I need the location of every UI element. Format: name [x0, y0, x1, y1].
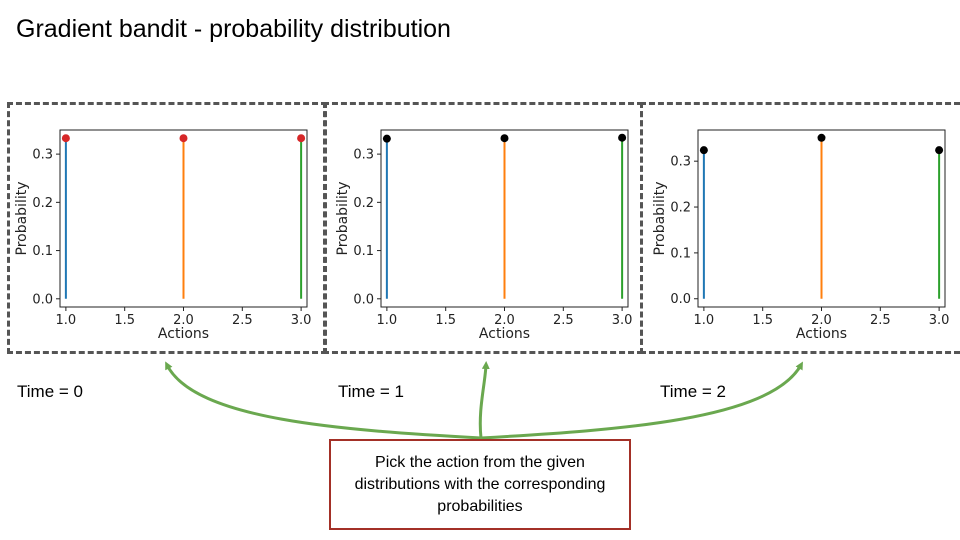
x-tick-label: 2.0 [494, 313, 515, 328]
arrow-to-time-0 [165, 361, 482, 440]
x-axis-label: Actions [479, 326, 530, 342]
stem-chart-time-2: 1.0 1.5 2.0 2.5 3.0 0.0 0.1 0.2 0.3 Actions Probab… [652, 129, 950, 342]
time-label-2: Time = 2 [660, 382, 726, 401]
callout-box: Pick the action from the given distribut… [329, 439, 631, 530]
x-tick-label: 2.5 [232, 313, 253, 328]
y-tick-label: 0.2 [32, 196, 53, 211]
panel-frame-time-2 [640, 102, 960, 354]
stem-marker-action-1 [61, 134, 70, 143]
stem-marker-action-1 [699, 146, 708, 155]
y-tick-label: 0.0 [353, 292, 374, 307]
stem-marker-action-2 [179, 134, 188, 143]
y-tick-label: 0.0 [670, 292, 691, 307]
arrow-to-time-2 [480, 361, 803, 440]
time-label-1: Time = 1 [338, 382, 404, 401]
x-tick-label: 1.0 [56, 313, 77, 328]
y-tick-label: 0.0 [32, 292, 53, 307]
y-axis-label: Probability [335, 181, 351, 255]
x-tick-label: 1.0 [377, 313, 398, 328]
y-tick-label: 0.3 [32, 148, 53, 163]
y-tick-label: 0.1 [353, 244, 374, 259]
slide-title: Gradient bandit - probability distributi… [16, 15, 451, 43]
x-tick-label: 2.0 [173, 313, 194, 328]
x-tick-label: 3.0 [929, 313, 950, 328]
stem-marker-action-3 [297, 134, 306, 143]
y-tick-label: 0.1 [32, 244, 53, 259]
x-axis-label: Actions [158, 326, 209, 342]
stem-marker-action-1 [382, 134, 391, 143]
y-tick-label: 0.3 [353, 148, 374, 163]
y-tick-label: 0.2 [353, 196, 374, 211]
arrow-to-time-1 [478, 361, 490, 439]
stem-marker-action-3 [618, 133, 627, 142]
y-axis-label: Probability [652, 181, 668, 255]
y-tick-label: 0.1 [670, 246, 691, 261]
x-tick-label: 3.0 [612, 313, 633, 328]
x-axis-label: Actions [796, 326, 847, 342]
stem-chart-time-1: 1.0 1.5 2.0 2.5 3.0 0.0 0.1 0.2 0.3 Actions Probab… [335, 129, 633, 342]
stem-marker-action-3 [935, 146, 944, 155]
y-axis-label: Probability [14, 181, 30, 255]
time-label-0: Time = 0 [17, 382, 83, 401]
stem-chart-time-0: 1.0 1.5 2.0 2.5 3.0 0.0 0.1 0.2 0.3 Actions Probab… [14, 129, 312, 342]
x-tick-label: 2.5 [553, 313, 574, 328]
callout-text: Pick the action from the given distribut… [354, 453, 606, 515]
y-tick-label: 0.2 [670, 201, 691, 216]
x-tick-label: 1.5 [752, 313, 773, 328]
stem-marker-action-2 [817, 133, 826, 142]
x-tick-label: 1.5 [435, 313, 456, 328]
x-tick-label: 2.5 [870, 313, 891, 328]
x-tick-label: 1.5 [114, 313, 135, 328]
y-tick-label: 0.3 [670, 155, 691, 170]
stem-marker-action-2 [500, 134, 509, 143]
x-tick-label: 1.0 [694, 313, 715, 328]
x-tick-label: 2.0 [811, 313, 832, 328]
x-tick-label: 3.0 [291, 313, 312, 328]
